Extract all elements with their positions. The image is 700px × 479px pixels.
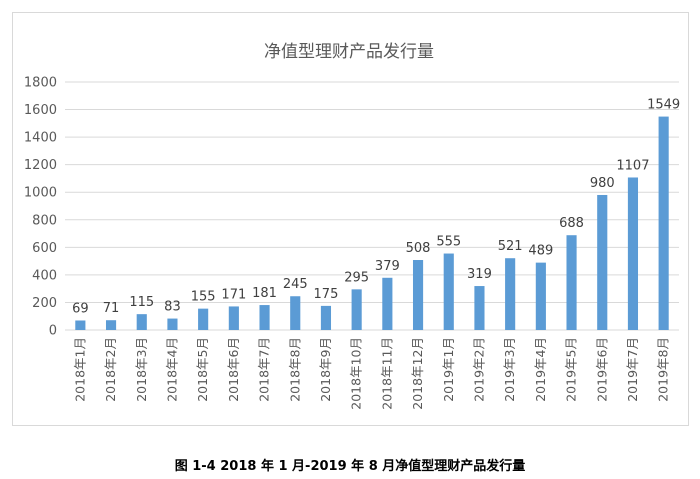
bar xyxy=(597,194,608,330)
bar xyxy=(105,320,117,330)
bar xyxy=(535,262,546,330)
bar xyxy=(627,177,639,330)
y-tick-label: 1000 xyxy=(24,186,57,201)
x-category-label: 2019年8月 xyxy=(656,337,671,402)
x-category-label: 2019年5月 xyxy=(564,337,579,402)
x-category-label: 2018年4月 xyxy=(164,337,179,402)
data-label: 1549 xyxy=(647,98,680,113)
bar xyxy=(382,277,393,330)
data-label: 171 xyxy=(221,287,246,302)
bar xyxy=(320,305,332,330)
data-label: 508 xyxy=(406,241,431,256)
y-tick-label: 1600 xyxy=(24,103,57,118)
data-label: 319 xyxy=(467,267,492,282)
x-category-label: 2019年6月 xyxy=(594,337,609,402)
x-category-label: 2018年1月 xyxy=(72,337,87,402)
bar xyxy=(351,289,362,330)
y-tick-label: 800 xyxy=(32,213,57,228)
data-label: 69 xyxy=(72,301,89,316)
chart-title: 净值型理财产品发行量 xyxy=(264,42,434,62)
data-label: 181 xyxy=(252,286,277,301)
data-label: 155 xyxy=(191,290,216,305)
data-label: 1107 xyxy=(616,158,649,173)
x-category-label: 2018年5月 xyxy=(195,337,210,402)
x-category-label: 2018年11月 xyxy=(379,337,394,410)
x-category-label: 2018年7月 xyxy=(257,337,272,402)
x-category-label: 2019年1月 xyxy=(441,337,456,402)
y-tick-label: 600 xyxy=(32,241,57,256)
data-label: 980 xyxy=(590,176,615,191)
x-category-label: 2019年3月 xyxy=(502,337,517,402)
chart-frame: 净值型理财产品发行量 0 200 400 600 800 1000 1200 1400 1600… xyxy=(12,12,689,426)
y-tick-label: 1200 xyxy=(24,158,57,173)
x-category-label: 2019年2月 xyxy=(471,337,486,402)
y-tick-label: 0 xyxy=(49,324,57,339)
bar xyxy=(167,318,178,330)
data-label: 379 xyxy=(375,259,400,274)
bar xyxy=(658,116,669,331)
y-tick-label: 400 xyxy=(32,268,57,283)
x-category-label: 2018年3月 xyxy=(134,337,149,402)
x-category-label: 2018年10月 xyxy=(349,337,364,410)
y-tick-label: 1400 xyxy=(24,131,57,146)
data-label: 245 xyxy=(283,277,308,292)
bar xyxy=(136,314,147,330)
bar xyxy=(474,286,485,330)
data-label: 115 xyxy=(129,295,154,310)
data-label: 489 xyxy=(528,244,553,259)
bar xyxy=(259,305,270,330)
data-label: 83 xyxy=(164,300,181,315)
bar xyxy=(412,260,424,330)
bar xyxy=(566,235,577,330)
bar-chart: 净值型理财产品发行量 0 200 400 600 800 1000 1200 1400 1600… xyxy=(24,42,680,410)
x-category-label: 2019年4月 xyxy=(533,337,548,402)
x-category-label: 2018年8月 xyxy=(287,337,302,402)
data-label: 555 xyxy=(436,235,461,250)
bar xyxy=(198,308,209,330)
bar xyxy=(228,306,239,330)
x-category-label: 2018年12月 xyxy=(410,337,425,410)
data-label: 295 xyxy=(344,270,369,285)
y-tick-label: 1800 xyxy=(24,76,57,91)
y-tick-label: 200 xyxy=(32,296,57,311)
bar xyxy=(443,253,454,330)
x-category-label: 2018年6月 xyxy=(226,337,241,402)
x-category-label: 2018年9月 xyxy=(318,337,333,402)
data-label: 175 xyxy=(314,287,339,302)
bar xyxy=(290,296,301,330)
data-label: 688 xyxy=(559,216,584,231)
x-category-label: 2018年2月 xyxy=(103,337,118,402)
figure-caption: 图 1-4 2018 年 1 月-2019 年 8 月净值型理财产品发行量 xyxy=(174,459,526,474)
x-category-label: 2019年7月 xyxy=(625,337,640,402)
bar xyxy=(505,258,516,330)
data-label: 71 xyxy=(103,301,120,316)
data-label: 521 xyxy=(498,239,523,254)
bar xyxy=(75,320,86,330)
